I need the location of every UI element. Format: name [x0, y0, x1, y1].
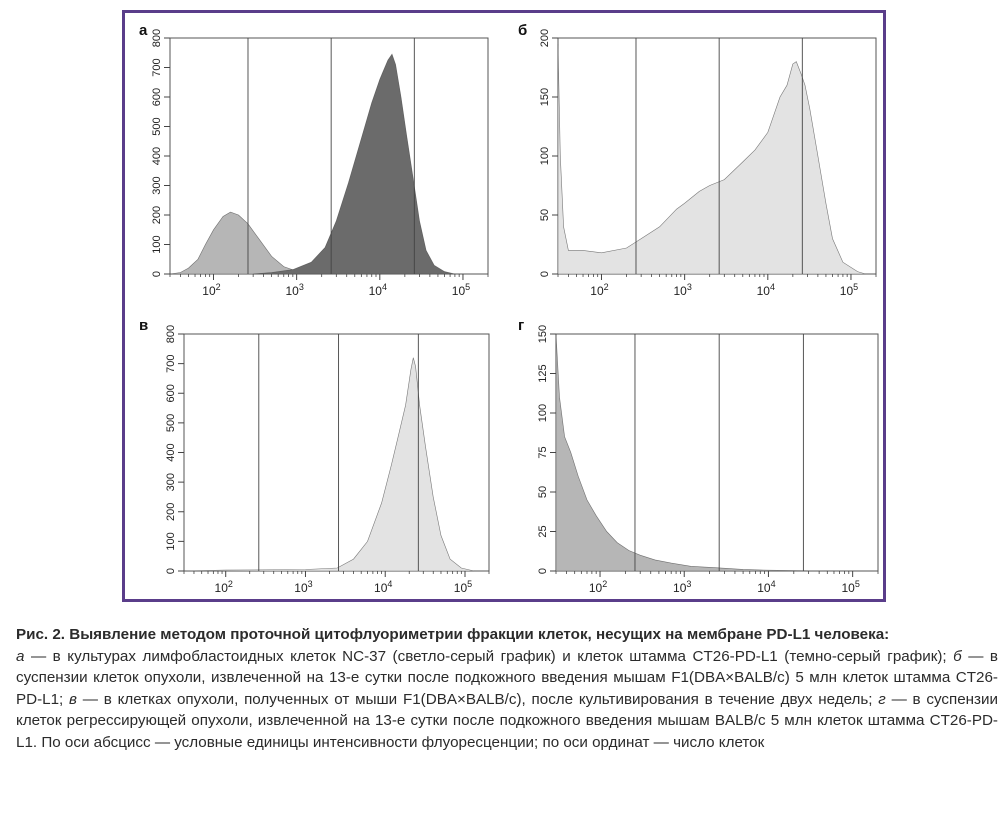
panel-letter: в: [139, 317, 148, 334]
y-tick-label: 800: [165, 325, 177, 343]
x-tick-label: 102: [590, 282, 608, 298]
y-tick-label: 0: [165, 568, 177, 574]
y-tick-label: 300: [151, 176, 163, 194]
y-tick-label: 400: [151, 147, 163, 165]
histogram-panel: в 0 100 200 300 400 500 600 700 800 102 103 104 105: [139, 317, 490, 595]
y-tick-label: 50: [539, 209, 551, 221]
histogram-area: [557, 43, 866, 275]
y-tick-label: 200: [539, 29, 551, 47]
y-tick-label: 100: [165, 532, 177, 550]
y-tick-label: 50: [537, 486, 549, 498]
caption-panel-letter: в: [69, 690, 77, 708]
caption-panel-letter: а: [16, 647, 25, 665]
caption-text: — в суспензии клеток опухоли, извлеченно…: [16, 647, 998, 708]
x-tick-label: 103: [673, 282, 691, 298]
caption-text: — в клетках опухоли, полученных от мыши …: [76, 690, 879, 708]
x-tick-label: 102: [202, 282, 220, 298]
x-tick-label: 105: [452, 282, 470, 298]
x-tick-label: 105: [841, 579, 859, 595]
y-tick-label: 25: [537, 525, 549, 537]
y-tick-label: 600: [165, 384, 177, 402]
y-tick-label: 150: [537, 325, 549, 343]
x-tick-label: 105: [840, 282, 858, 298]
figure-frame: а 0 100 200 300 400 500 600 700 800 102 103 104 105 б 0…: [122, 10, 886, 602]
y-tick-label: 100: [151, 235, 163, 253]
x-tick-label: 103: [673, 579, 691, 595]
y-tick-label: 75: [537, 446, 549, 458]
y-tick-label: 100: [537, 404, 549, 422]
x-tick-label: 103: [285, 282, 303, 298]
x-tick-label: 102: [589, 579, 607, 595]
y-tick-label: 0: [537, 568, 549, 574]
x-tick-label: 102: [215, 579, 233, 595]
caption-body: а — в культурах лимфобластоидных клеток …: [16, 646, 998, 754]
caption-panel-letter: б: [953, 647, 962, 665]
y-tick-label: 0: [539, 271, 551, 277]
y-tick-label: 300: [165, 473, 177, 491]
x-tick-label: 104: [757, 579, 775, 595]
y-tick-label: 200: [165, 503, 177, 521]
panel-letter: а: [139, 22, 148, 39]
y-tick-label: 500: [151, 117, 163, 135]
caption-text: — в суспензии клеток регрессирующей опух…: [16, 690, 998, 751]
histogram-area: [253, 53, 455, 275]
figure-caption: Рис. 2. Выявление методом проточной цито…: [16, 624, 998, 753]
x-tick-label: 104: [369, 282, 387, 298]
panel-letter: г: [518, 317, 524, 334]
panel-letter: б: [518, 22, 527, 39]
y-tick-label: 0: [151, 271, 163, 277]
histogram-panel: г 0 25 50 75 100 125 150 102 103 104 105: [518, 317, 879, 595]
histogram-area: [555, 333, 828, 572]
y-tick-label: 500: [165, 414, 177, 432]
x-tick-label: 105: [454, 579, 472, 595]
histogram-panel: б 0 50 100 150 200 102 103 104 105: [518, 22, 877, 298]
y-tick-label: 700: [151, 58, 163, 76]
caption-text: — в культурах лимфобластоидных клеток NC…: [24, 647, 954, 665]
y-tick-label: 400: [165, 443, 177, 461]
histogram-area: [183, 357, 475, 572]
plot-area: [183, 333, 490, 572]
histogram-panel: а 0 100 200 300 400 500 600 700 800 102 103 104 105: [139, 22, 489, 298]
y-tick-label: 150: [539, 88, 551, 106]
y-tick-label: 800: [151, 29, 163, 47]
x-tick-label: 104: [757, 282, 775, 298]
caption-title: Рис. 2. Выявление методом проточной цито…: [16, 626, 890, 643]
y-tick-label: 125: [537, 364, 549, 382]
y-tick-label: 600: [151, 88, 163, 106]
x-tick-label: 104: [374, 579, 392, 595]
y-tick-label: 700: [165, 354, 177, 372]
x-tick-label: 103: [294, 579, 312, 595]
caption-panel-letter: г: [878, 690, 886, 708]
y-tick-label: 100: [539, 147, 551, 165]
y-tick-label: 200: [151, 206, 163, 224]
